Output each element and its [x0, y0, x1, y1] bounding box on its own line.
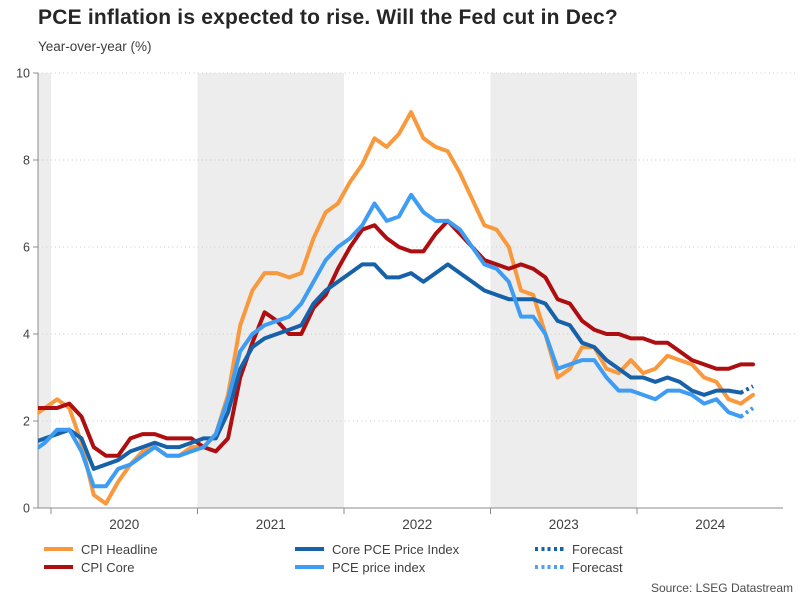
- legend-label: Core PCE Price Index: [332, 541, 460, 557]
- legend-label: CPI Core: [81, 559, 135, 575]
- pce-swatch: [295, 565, 324, 569]
- x-tick-label: 2022: [402, 517, 432, 532]
- x-axis-labels: 2020 2021 2022 2023 2024: [50, 508, 726, 532]
- legend-item-forecast-pce: Forecast: [535, 559, 623, 575]
- core-pce-swatch: [295, 547, 324, 551]
- legend-item-pce: PCE price index: [295, 559, 425, 575]
- x-tick-label: 2020: [109, 517, 139, 532]
- y-tick-label: 2: [23, 415, 30, 429]
- series-line-core-pce-price-index: [38, 262, 743, 471]
- gridlines: [38, 72, 796, 422]
- legend-label: Forecast: [572, 541, 623, 557]
- x-tick-label: 2024: [695, 517, 726, 532]
- cpi-core-swatch: [44, 565, 73, 569]
- shaded-band: [197, 73, 344, 508]
- legend-label: Forecast: [572, 559, 623, 575]
- forecast-light-swatch: [535, 565, 564, 569]
- legend-label: CPI Headline: [81, 541, 158, 557]
- legend-item-core-pce: Core PCE Price Index: [295, 541, 459, 557]
- y-tick-label: 0: [23, 502, 30, 516]
- shaded-band: [490, 73, 637, 508]
- shaded-year-bands: [38, 73, 637, 508]
- chart-title: PCE inflation is expected to rise. Will …: [38, 6, 618, 29]
- forecast-dark-swatch: [535, 547, 564, 551]
- y-tick-label: 4: [23, 328, 30, 342]
- cpi-headline-swatch: [44, 547, 73, 551]
- legend-item-cpi-core: CPI Core: [44, 559, 134, 575]
- y-tick-label: 8: [23, 154, 30, 168]
- axes: [37, 73, 783, 509]
- series-line-cpi-core: [38, 218, 755, 458]
- source-note: Source: LSEG Datastream: [650, 581, 793, 595]
- series-line-pce-price-index: [38, 192, 743, 489]
- series-line-cpi-headline: [38, 110, 755, 506]
- legend-item-cpi-headline: CPI Headline: [44, 541, 158, 557]
- legend-label: PCE price index: [332, 559, 426, 575]
- x-tick-label: 2021: [256, 517, 286, 532]
- shaded-band: [38, 73, 51, 508]
- y-tick-label: 10: [16, 67, 30, 81]
- series-lines: [38, 110, 755, 506]
- y-axis-labels: 0 2 4 6 8 10: [16, 67, 38, 516]
- forecast-line-core-pce-price-index: [739, 384, 754, 395]
- x-tick-label: 2023: [549, 517, 579, 532]
- forecast-line-pce-price-index: [739, 406, 755, 419]
- legend-item-forecast-core-pce: Forecast: [535, 541, 623, 557]
- chart-subtitle: Year-over-year (%): [38, 39, 152, 54]
- y-tick-label: 6: [23, 241, 30, 255]
